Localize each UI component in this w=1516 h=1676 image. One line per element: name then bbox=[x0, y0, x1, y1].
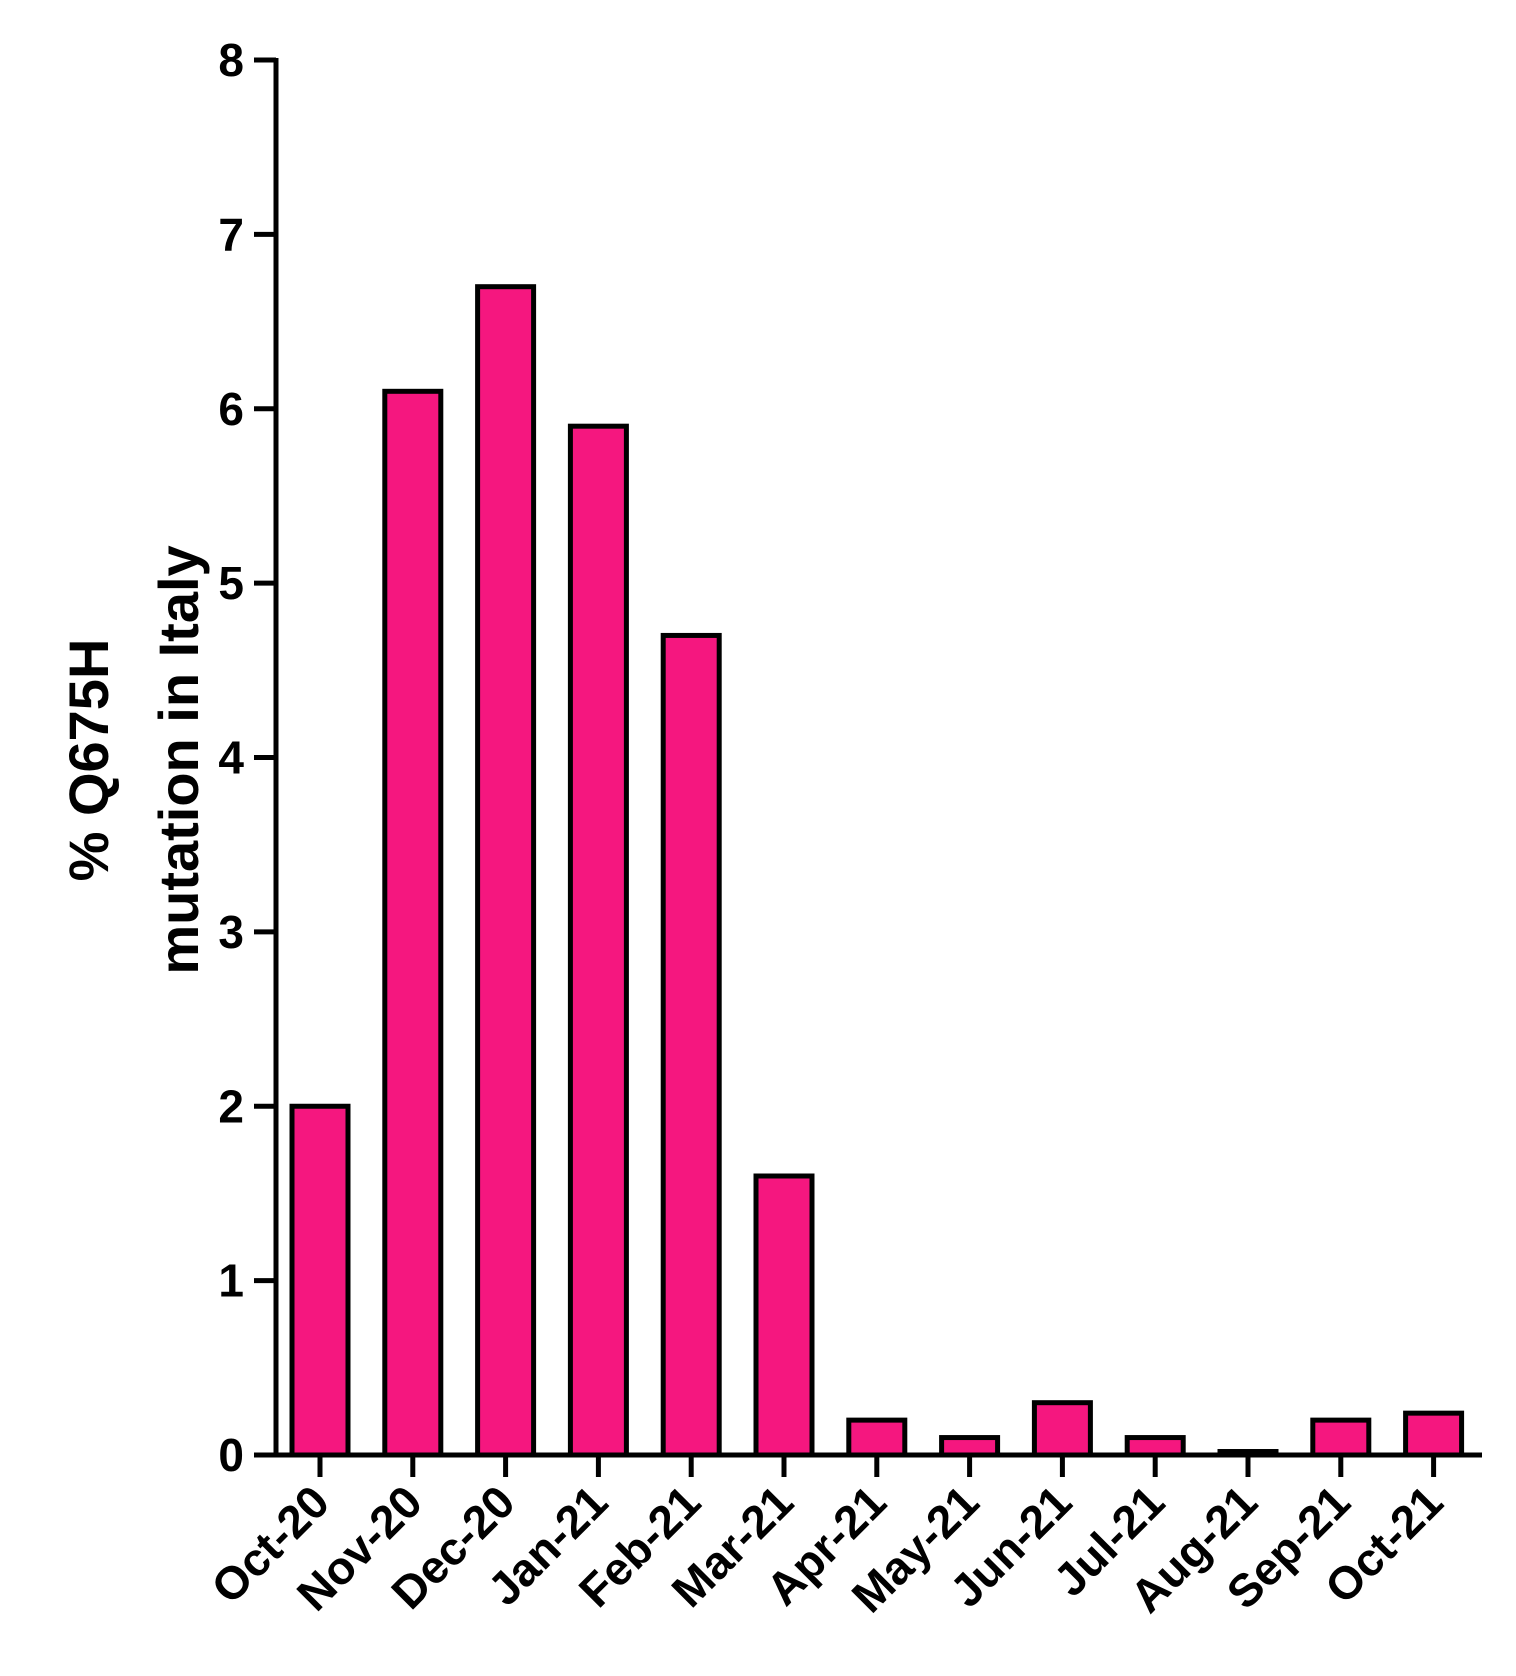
bar bbox=[475, 284, 537, 1458]
bar bbox=[1403, 1410, 1465, 1458]
y-tick-label: 7 bbox=[218, 208, 244, 260]
y-axis-title: % Q675H mutation in Italy bbox=[57, 545, 210, 974]
bar bbox=[846, 1417, 908, 1458]
bar bbox=[1124, 1435, 1186, 1458]
bar bbox=[289, 1103, 351, 1458]
y-tick-label: 1 bbox=[218, 1255, 244, 1307]
bar bbox=[753, 1173, 815, 1458]
y-tick-label: 0 bbox=[218, 1429, 244, 1481]
x-axis-ticks: Oct-20Nov-20Dec-20Jan-21Feb-21Mar-21Apr-… bbox=[201, 1455, 1453, 1622]
y-tick-label: 2 bbox=[218, 1080, 244, 1132]
bar bbox=[1310, 1417, 1372, 1458]
y-axis-title-line-1: % Q675H bbox=[57, 639, 120, 882]
y-axis-title-line-2: mutation in Italy bbox=[147, 545, 210, 974]
y-tick-label: 5 bbox=[218, 557, 244, 609]
y-tick-label: 8 bbox=[218, 34, 244, 86]
bar bbox=[567, 423, 629, 1458]
bar bbox=[660, 632, 722, 1458]
bar bbox=[1031, 1400, 1093, 1458]
y-axis-ticks: 0 1 2 3 4 5 6 7 8 bbox=[218, 34, 276, 1481]
bars-group bbox=[289, 284, 1465, 1458]
bar bbox=[382, 388, 444, 1458]
y-tick-label: 6 bbox=[218, 383, 244, 435]
y-tick-label: 4 bbox=[218, 732, 244, 784]
bar bbox=[939, 1435, 1001, 1458]
y-tick-label: 3 bbox=[218, 906, 244, 958]
